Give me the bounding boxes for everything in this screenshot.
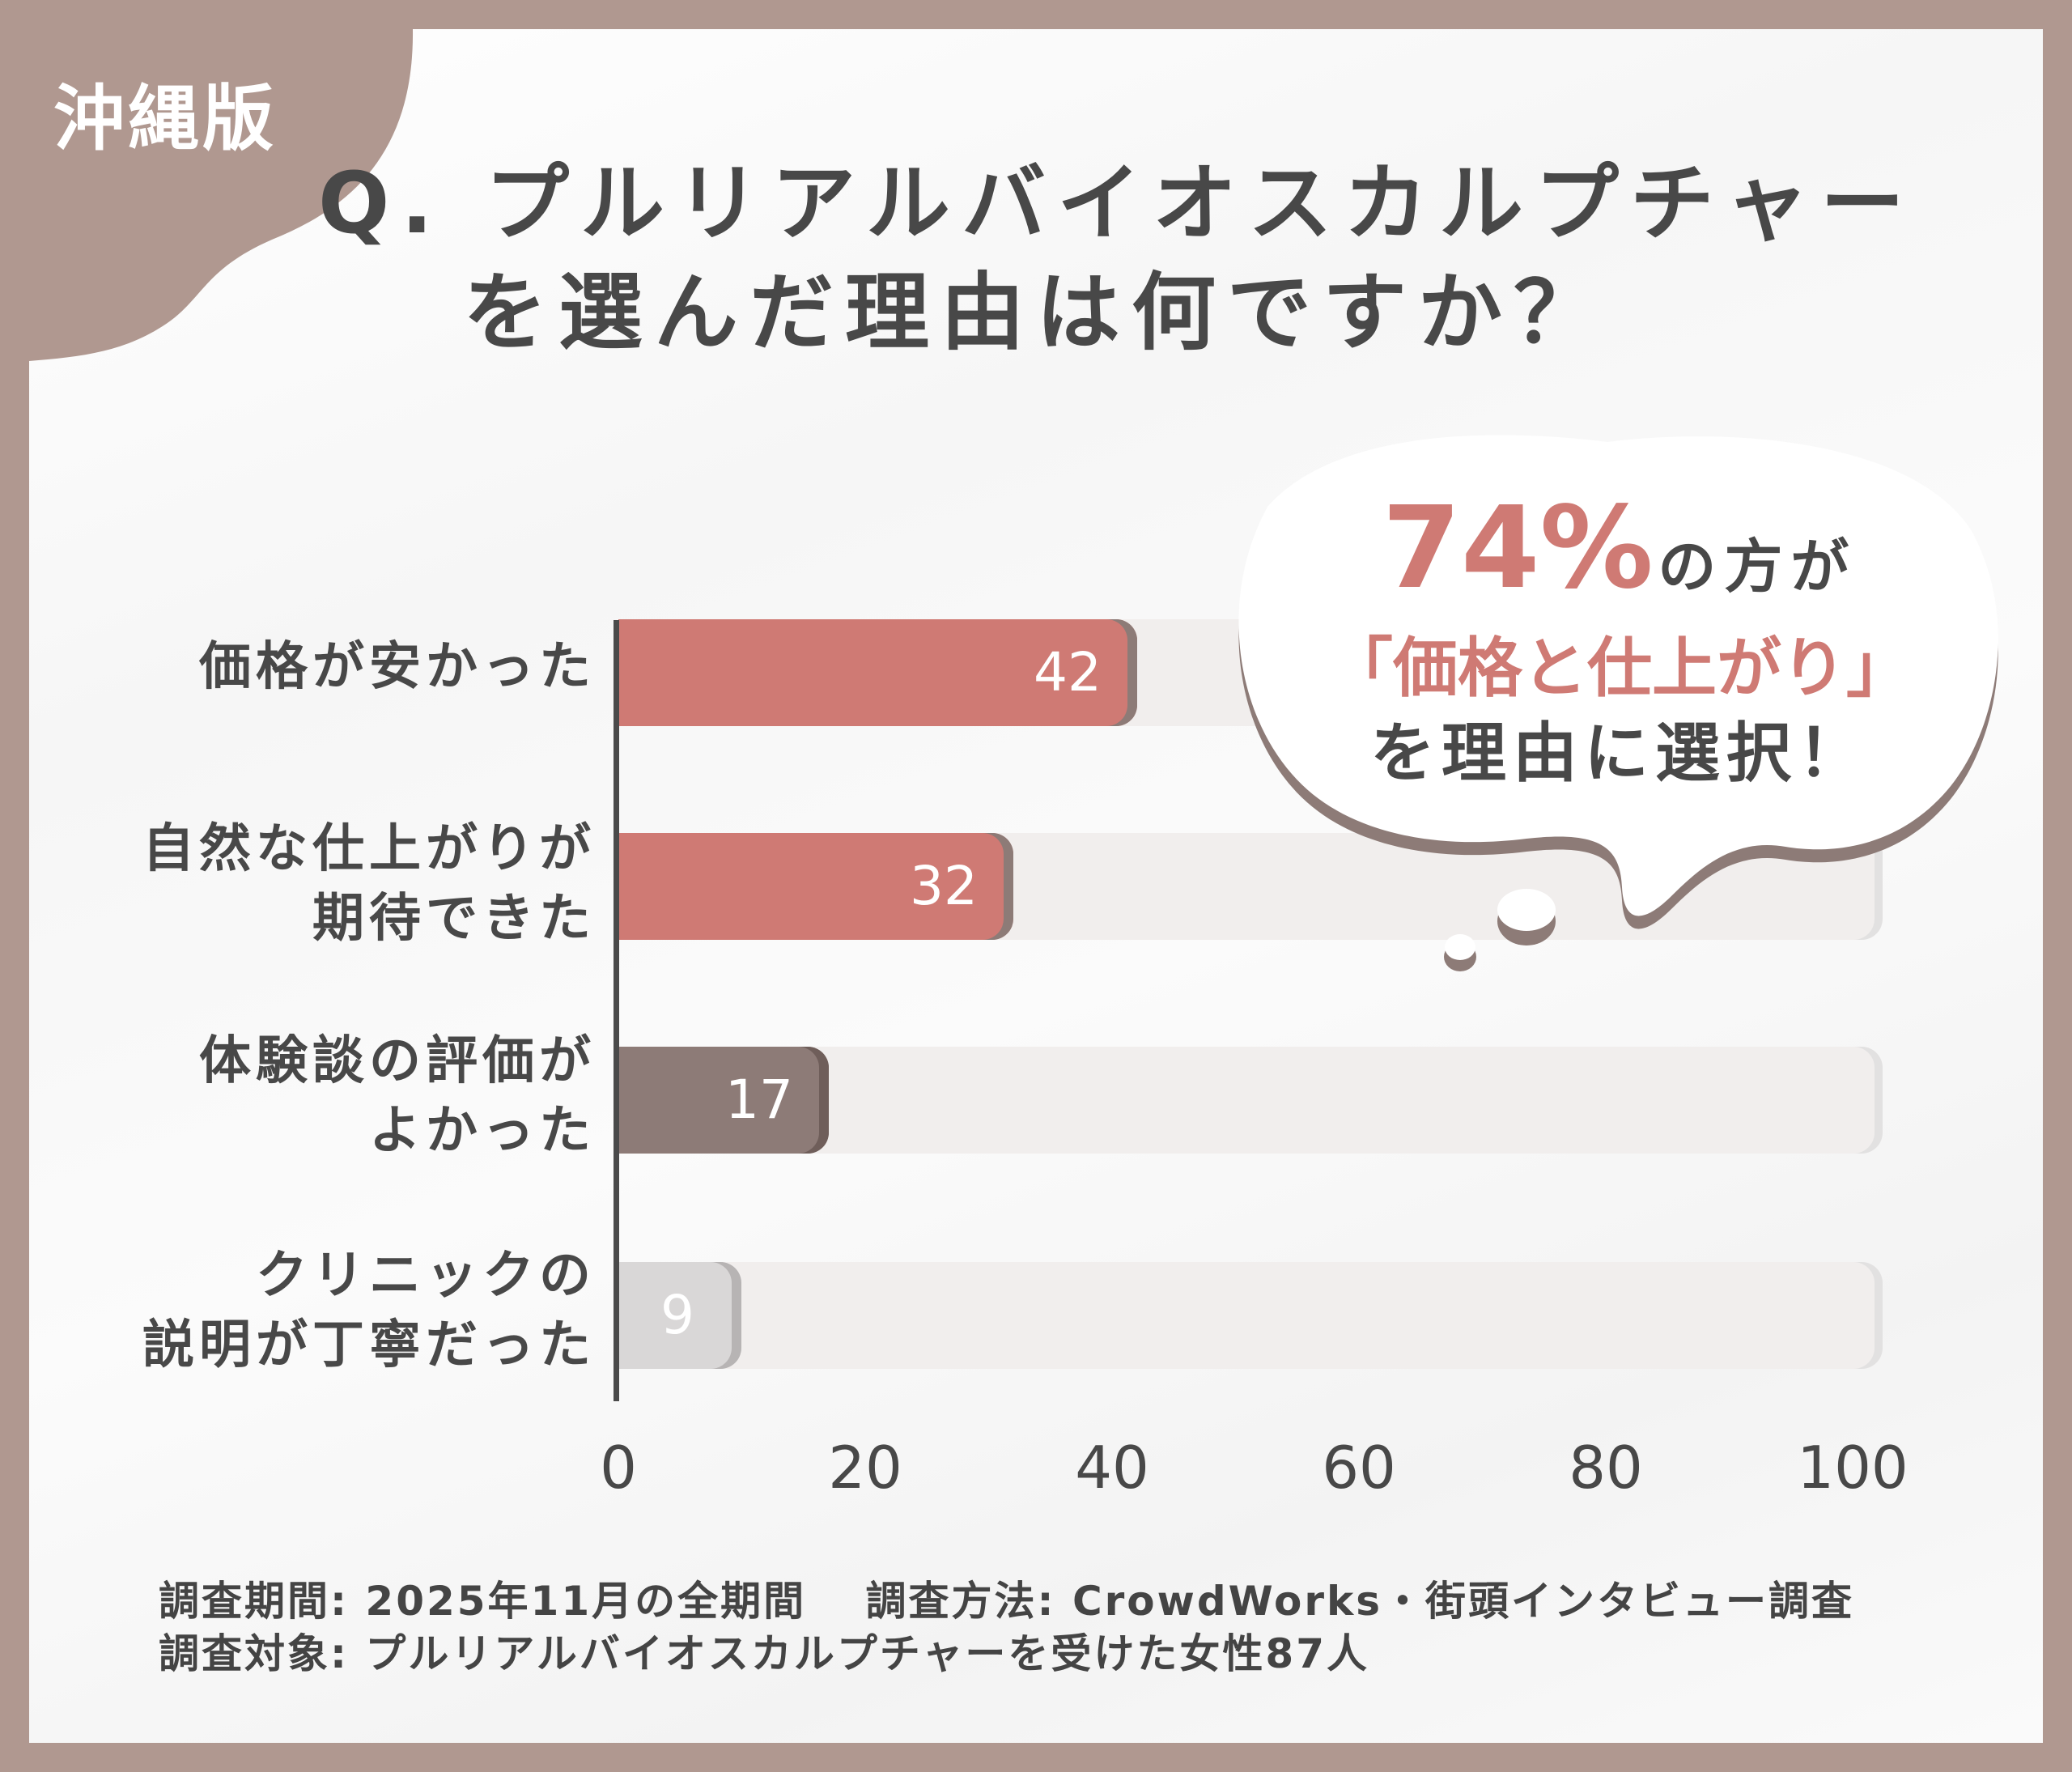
callout-line2: 「価格と仕上がり」 [1328, 631, 1911, 706]
bar-reviews: 17 [618, 1047, 829, 1154]
bar-track [618, 1047, 1883, 1154]
x-tick: 20 [828, 1434, 902, 1502]
bar-price: 42 [618, 619, 1137, 726]
callout-bubble: 74% の方が 「価格と仕上がり」 を理由に選択！ [1219, 410, 2020, 979]
survey-period-method: 調査期間: 2025年11月の全期間 調査方法: CrowdWorks・街頭イン… [159, 1578, 1855, 1625]
callout-percent: 74% [1382, 482, 1654, 614]
bar-value: 9 [660, 1284, 694, 1346]
speech-bubble-shape [1238, 435, 1998, 971]
corner-blob-shape [29, 29, 414, 361]
question-title-line1: Q. プルリアルバイオスカルプチャー [317, 154, 1917, 253]
callout-line3: を理由に選択！ [1370, 716, 1869, 791]
bar-value: 17 [725, 1069, 793, 1131]
survey-target: 調査対象: プルリアルバイオスカルプチャーを受けた女性87人 [159, 1630, 1369, 1677]
row-label-reviews: 体験談の評価が よかった [199, 1031, 596, 1161]
x-tick: 100 [1797, 1434, 1909, 1502]
row-label-finish: 自然な仕上がりが 期待できた [142, 819, 596, 949]
bar-finish: 32 [618, 833, 1013, 940]
question-title-line2: を選んだ理由は何ですか？ [462, 263, 1609, 362]
x-tick: 40 [1075, 1434, 1149, 1502]
y-axis-line [614, 620, 619, 1401]
callout-line1: 74% の方が [1382, 482, 1858, 614]
row-label-clinic: クリニックの 説明が丁寧だった [142, 1246, 596, 1375]
row-label-price: 価格が安かった [199, 637, 596, 697]
region-badge: 沖縄版 [53, 77, 278, 160]
x-tick: 60 [1322, 1434, 1396, 1502]
bar-value: 42 [1034, 641, 1102, 703]
x-tick: 0 [600, 1434, 637, 1502]
bar-track [618, 1262, 1883, 1369]
bar-clinic: 9 [618, 1262, 741, 1369]
x-tick: 80 [1569, 1434, 1643, 1502]
infographic-card: 沖縄版 Q. プルリアルバイオスカルプチャー を選んだ理由は何ですか？ 価格が安… [29, 29, 2043, 1743]
bar-value: 32 [910, 855, 978, 917]
